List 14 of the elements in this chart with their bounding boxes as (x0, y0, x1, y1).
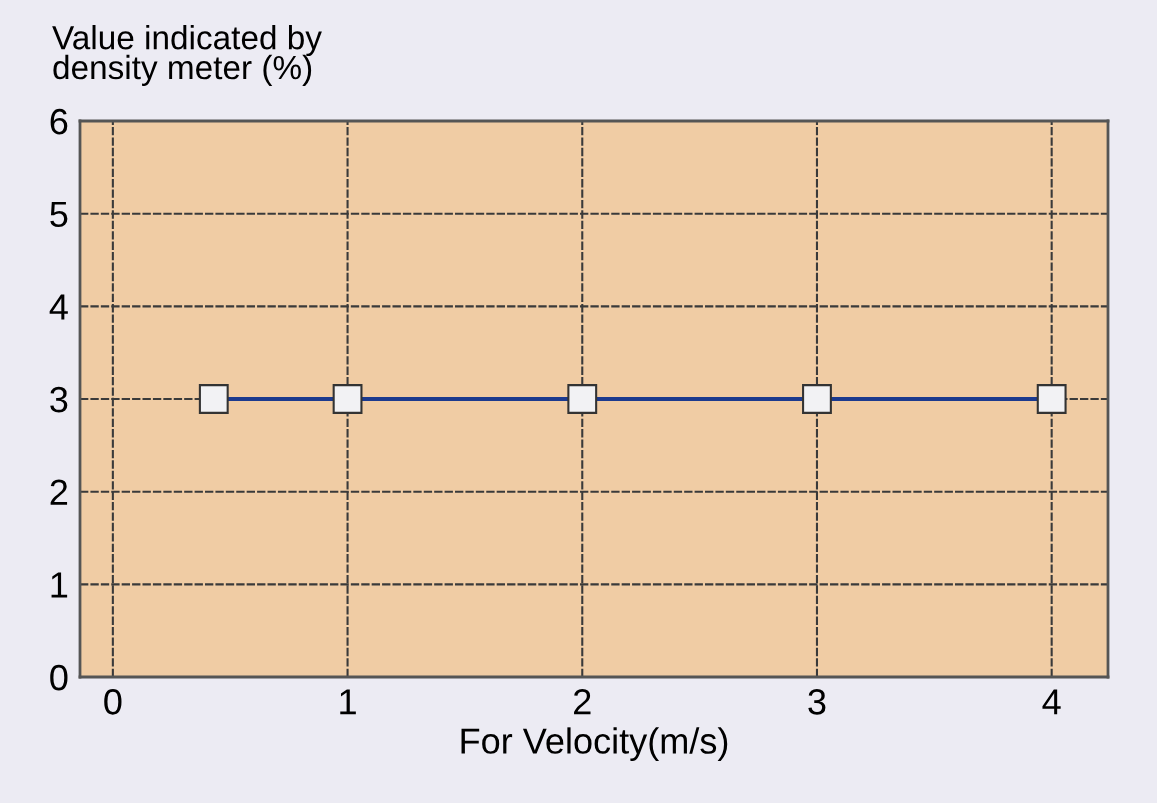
x-axis-title: For Velocity(m/s) (461, 727, 728, 761)
y-tick-label: 1 (51, 572, 68, 598)
y-tick-label: 2 (50, 479, 68, 505)
x-tick-label: 0 (104, 689, 122, 715)
y-tick-label: 3 (50, 386, 68, 413)
y-tick-label: 4 (49, 294, 68, 320)
x-tick-label: 3 (808, 689, 826, 715)
x-tick-label: 1 (340, 689, 356, 715)
y-tick-label: 5 (50, 201, 68, 228)
x-tick-label: 4 (1042, 689, 1061, 715)
x-tick-label: 2 (574, 689, 591, 715)
y-tick-label: 0 (50, 664, 68, 691)
y-axis-title: Value indicated by density meter (%) (52, 25, 322, 86)
y-tick-label: 6 (50, 108, 68, 135)
